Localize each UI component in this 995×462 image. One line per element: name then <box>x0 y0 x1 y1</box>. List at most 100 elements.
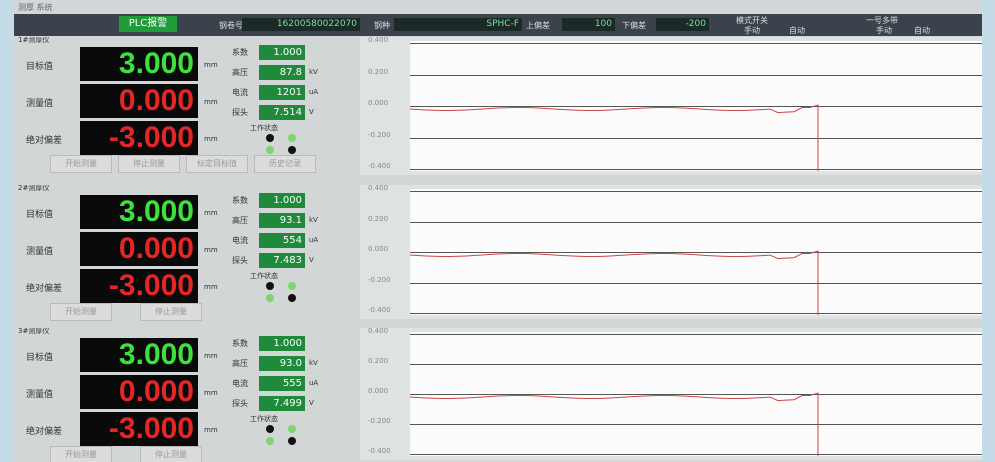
button[interactable]: 停止测量 <box>140 303 202 321</box>
param-value: 93.1 <box>259 213 305 228</box>
param-value: 87.8 <box>259 65 305 80</box>
trend-chart: 0.4000.2000.000-0.200-0.400 <box>360 185 982 319</box>
param-label: 电流 <box>232 235 248 246</box>
trend-line <box>410 41 982 171</box>
param-unit: V <box>309 256 314 264</box>
multi-option[interactable]: 手动 <box>876 25 892 36</box>
status-light <box>266 282 274 290</box>
status-light <box>288 425 296 433</box>
param-value: 555 <box>259 376 305 391</box>
status-light <box>288 437 296 445</box>
button[interactable]: 标定目标值 <box>186 155 248 173</box>
axis-label: 0.400 <box>368 37 388 44</box>
value-display: 0.000 <box>80 375 198 409</box>
param-unit: V <box>309 108 314 116</box>
value-display: 3.000 <box>80 195 198 229</box>
row-label: 目标值 <box>26 59 53 72</box>
value-display: -3.000 <box>80 121 198 155</box>
trend-chart: 0.400 0.200 0.000 -0.200 -0.400 <box>360 37 982 175</box>
status-light <box>288 134 296 142</box>
unit: mm <box>204 98 218 106</box>
value-display: -3.000 <box>80 269 198 303</box>
param-label: 探头 <box>232 107 248 118</box>
param-label: 高压 <box>232 215 248 226</box>
top-bar: PLC报警 钢卷号 16200580022070 钢种 SPHC-F 上偏差 1… <box>14 14 982 36</box>
row-label: 绝对偏差 <box>26 281 62 294</box>
status-light <box>288 282 296 290</box>
axis-label: -0.400 <box>368 162 391 170</box>
param-value: 93.0 <box>259 356 305 371</box>
param-unit: kV <box>309 68 318 76</box>
coil-no: 16200580022070 <box>242 18 360 31</box>
button[interactable]: 停止测量 <box>118 155 180 173</box>
row-label: 测量值 <box>26 96 53 109</box>
plot-area <box>410 332 982 456</box>
plot-area <box>410 189 982 315</box>
param-value: 7.499 <box>259 396 305 411</box>
screen: 测厚 系统 PLC报警 钢卷号 16200580022070 钢种 SPHC-F… <box>14 0 982 462</box>
trace <box>410 105 818 171</box>
unit: mm <box>204 246 218 254</box>
trend-line <box>410 189 982 315</box>
axis-label: 0.000 <box>368 99 388 107</box>
row-label: 绝对偏差 <box>26 424 62 437</box>
status-label: 工作状态 <box>250 414 278 424</box>
axis-label: -0.400 <box>368 306 391 314</box>
param-label: 电流 <box>232 378 248 389</box>
value-display: 0.000 <box>80 84 198 118</box>
window-title: 测厚 系统 <box>18 2 53 13</box>
unit: mm <box>204 426 218 434</box>
plot-area <box>410 41 982 171</box>
unit: mm <box>204 209 218 217</box>
button[interactable]: 停止测量 <box>140 446 202 462</box>
button[interactable]: 开始测量 <box>50 303 112 321</box>
param-value: 1.000 <box>259 45 305 60</box>
param-unit: uA <box>309 88 318 96</box>
value-display: -3.000 <box>80 412 198 446</box>
mode-option[interactable]: 手动 <box>744 25 760 36</box>
param-value: 7.514 <box>259 105 305 120</box>
row-label: 目标值 <box>26 350 53 363</box>
axis-label: 0.200 <box>368 68 388 76</box>
lower: -200 <box>656 18 709 31</box>
status-light <box>266 146 274 154</box>
status-light <box>266 437 274 445</box>
trace <box>410 251 818 315</box>
status-label: 工作状态 <box>250 271 278 281</box>
param-value: 7.483 <box>259 253 305 268</box>
axis-label: 0.200 <box>368 215 388 223</box>
button[interactable]: 开始测量 <box>50 446 112 462</box>
status-light <box>266 425 274 433</box>
axis-label: -0.200 <box>368 131 391 139</box>
param-label: 系数 <box>232 195 248 206</box>
panel-title: 1#测厚仪 <box>18 37 49 45</box>
param-label: 系数 <box>232 47 248 58</box>
axis-label: 0.200 <box>368 357 388 365</box>
status-light <box>266 294 274 302</box>
button[interactable]: 开始测量 <box>50 155 112 173</box>
unit: mm <box>204 61 218 69</box>
multi-option[interactable]: 自动 <box>914 25 930 36</box>
axis-label: 0.000 <box>368 387 388 395</box>
axis-label: 0.000 <box>368 245 388 253</box>
status-light <box>288 146 296 154</box>
param-unit: uA <box>309 236 318 244</box>
param-value: 554 <box>259 233 305 248</box>
row-label: 目标值 <box>26 207 53 220</box>
status-light <box>266 134 274 142</box>
mode-option[interactable]: 自动 <box>789 25 805 36</box>
param-label: 高压 <box>232 358 248 369</box>
param-unit: uA <box>309 379 318 387</box>
button[interactable]: 历史记录 <box>254 155 316 173</box>
param-value: 1.000 <box>259 193 305 208</box>
param-label: 系数 <box>232 338 248 349</box>
page: 测厚 系统 PLC报警 钢卷号 16200580022070 钢种 SPHC-F… <box>0 0 995 462</box>
param-label: 高压 <box>232 67 248 78</box>
grade-label: 钢种 <box>374 20 390 31</box>
row-label: 测量值 <box>26 387 53 400</box>
param-unit: V <box>309 399 314 407</box>
axis-label: -0.400 <box>368 447 391 455</box>
plc-alarm[interactable]: PLC报警 <box>119 16 177 32</box>
